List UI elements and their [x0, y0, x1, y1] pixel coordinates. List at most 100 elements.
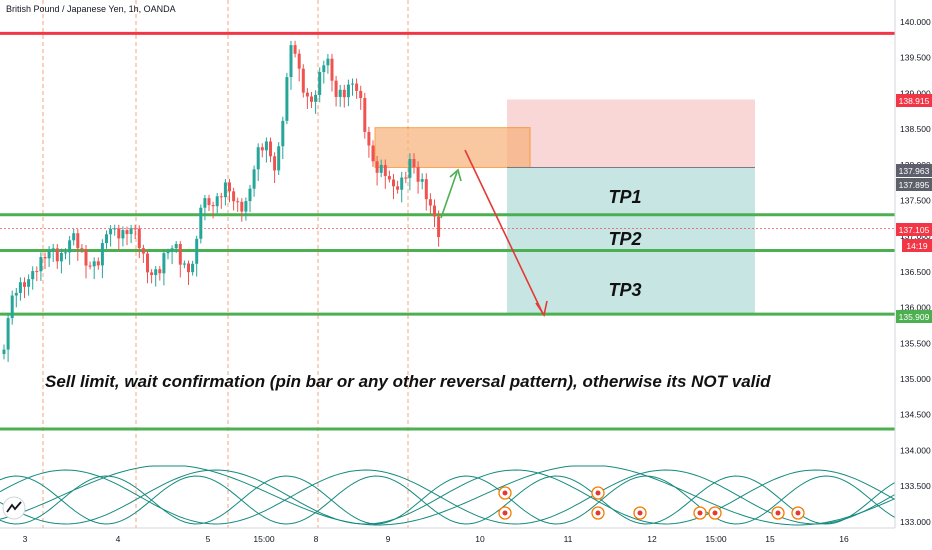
candle-body: [351, 83, 354, 85]
candle-body: [244, 201, 248, 212]
event-marker-dot: [502, 510, 508, 516]
candle: [256, 143, 260, 182]
candle-body: [35, 271, 39, 273]
candle-body: [396, 186, 400, 190]
y-tick-label: 139.000: [900, 88, 931, 98]
candle: [80, 244, 84, 253]
candle-body: [346, 84, 350, 98]
candle: [334, 75, 338, 107]
candle-body: [383, 164, 387, 177]
candle-body: [166, 251, 170, 254]
y-tick-label: 133.000: [900, 517, 931, 527]
cycle-wave-0: [0, 469, 896, 525]
candle-body: [129, 228, 133, 235]
event-marker-dot: [775, 510, 781, 516]
candle: [228, 179, 231, 203]
candle: [219, 192, 223, 209]
x-tick-label: 8: [314, 534, 319, 544]
candle-body: [105, 234, 108, 244]
candle-body: [256, 147, 260, 170]
candle-body: [14, 292, 18, 296]
candle: [31, 266, 35, 290]
candle-body: [334, 80, 338, 97]
candle: [367, 126, 371, 158]
candle-body: [437, 216, 441, 238]
candle: [100, 239, 104, 279]
tp2-label: TP2: [608, 229, 641, 249]
candle: [322, 60, 326, 84]
candle-body: [392, 179, 395, 187]
candle-body: [64, 252, 67, 254]
candle-body: [367, 131, 371, 146]
tradingview-logo-icon[interactable]: [2, 496, 26, 520]
candle-body: [211, 205, 215, 207]
candle-body: [301, 68, 305, 93]
candle: [76, 229, 80, 261]
candle-body: [240, 201, 244, 212]
candle-body: [281, 120, 285, 147]
candle: [400, 171, 404, 203]
candle-body: [43, 257, 47, 259]
candle: [146, 250, 149, 284]
svg-text:137.895: 137.895: [899, 180, 930, 190]
price-badge-current: 137.105: [896, 223, 932, 236]
candle-body: [174, 244, 178, 249]
candle-body: [6, 318, 10, 350]
y-tick-label: 136.500: [900, 267, 931, 277]
candle-body: [18, 282, 22, 293]
candle-body: [420, 179, 424, 182]
candle-body: [314, 94, 318, 102]
candle: [47, 246, 51, 268]
candle-body: [23, 282, 26, 287]
candle: [375, 155, 379, 186]
candle-body: [72, 233, 76, 241]
candle: [428, 193, 432, 215]
y-tick-label: 133.500: [900, 481, 931, 491]
candle-body: [117, 228, 121, 239]
candle: [277, 142, 281, 175]
candle: [133, 224, 137, 239]
candle-body: [76, 233, 80, 249]
candle: [289, 40, 293, 90]
candle-body: [182, 263, 186, 265]
up-arrow-head: [449, 168, 462, 182]
candle: [281, 116, 285, 160]
candle-body: [96, 261, 100, 266]
y-tick-label: 135.500: [900, 338, 931, 348]
candle: [363, 92, 367, 139]
candle-body: [404, 177, 408, 179]
candle-body: [318, 72, 322, 95]
event-marker-dot: [502, 490, 508, 496]
candle-body: [207, 198, 211, 206]
candle: [297, 49, 301, 82]
candle-body: [326, 58, 330, 66]
price-axis[interactable]: 140.000139.500139.000138.500138.000137.5…: [894, 0, 932, 550]
stop-loss-zone: [507, 99, 755, 168]
candle-body: [355, 83, 359, 91]
candle-body: [178, 244, 182, 265]
candle: [199, 204, 203, 244]
x-tick-label: 15: [765, 534, 775, 544]
candle: [84, 245, 88, 279]
candle-body: [285, 77, 289, 121]
direction-arrows: [440, 149, 548, 318]
candle: [187, 260, 190, 286]
cycle-wave-2: [0, 475, 896, 525]
candle: [318, 67, 322, 103]
candle: [408, 153, 412, 191]
candle: [137, 225, 141, 259]
candle-body: [375, 161, 379, 173]
candle: [129, 224, 133, 244]
candle: [10, 290, 14, 325]
candle: [174, 241, 178, 254]
trade-note: Sell limit, wait confirmation (pin bar o…: [45, 372, 771, 391]
x-tick-label: 5: [206, 534, 211, 544]
time-axis[interactable]: 3 4 5 15:00 8 9 10 11 12 15:00 15 16: [0, 527, 932, 550]
candle: [404, 171, 408, 184]
candle-body: [215, 196, 219, 207]
candle: [68, 236, 72, 265]
candle: [27, 274, 31, 296]
candle: [351, 78, 354, 96]
candle-body: [252, 169, 256, 189]
